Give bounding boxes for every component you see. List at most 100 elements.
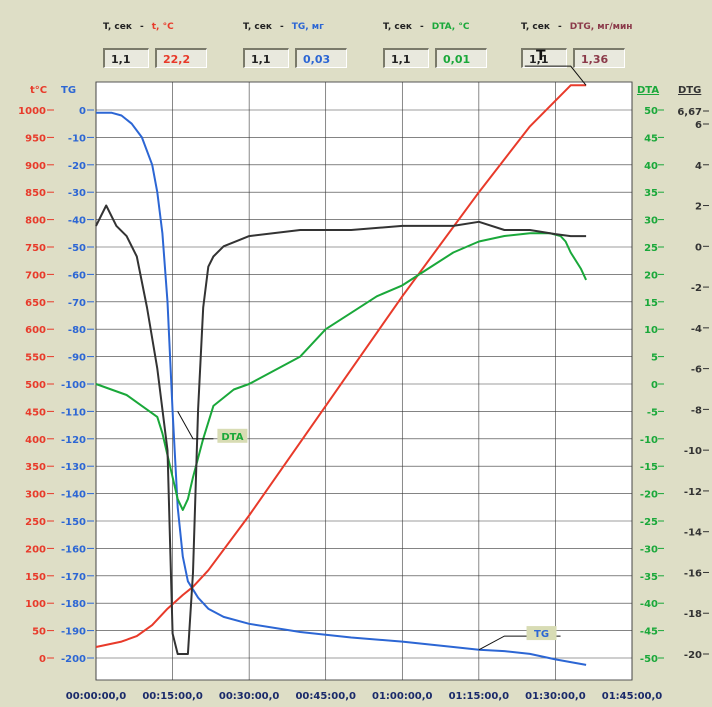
temp-tick-label: 800 [25, 216, 46, 227]
tg-tick-label: 0 [79, 106, 86, 117]
annotations: T DTA TG [177, 48, 587, 651]
temp-tick-label: 700 [25, 270, 46, 281]
plot-area [95, 81, 633, 681]
x-tick-label: 00:15:00,0 [142, 691, 203, 702]
separator: - [279, 22, 284, 32]
temp-tick-label: 900 [25, 161, 46, 172]
dtg-tick-label: -2 [691, 283, 702, 294]
time-value-box: 1,1 [383, 48, 429, 68]
dta-tick-label: -35 [640, 572, 658, 583]
temp-tick-label: 950 [25, 133, 46, 144]
time-value-box: 1,1 [103, 48, 149, 68]
dta-tick-label: -45 [640, 627, 658, 638]
temp-tick-label: 1000 [18, 106, 46, 117]
dta-tick-label: -40 [640, 599, 658, 610]
separator: - [139, 22, 144, 32]
tg-tick-label: -90 [68, 353, 86, 364]
annotation-tag-bg [217, 428, 248, 443]
dtg-tick-label: -16 [684, 568, 702, 579]
annotation-tag-bg [526, 626, 557, 641]
readout-title: T, сек - t, °C [103, 22, 174, 32]
tg-tick-label: -140 [61, 490, 86, 501]
temp-tick-label: 750 [25, 243, 46, 254]
x-tick-label: 00:00:00,0 [66, 691, 127, 702]
temp-tick-label: 100 [25, 599, 46, 610]
readout-title: T, сек - TG, мг [243, 22, 324, 32]
tg-axis-label: TG [61, 85, 76, 96]
dtg-tick-label: 4 [695, 161, 702, 172]
temp-tick-label: 50 [32, 627, 46, 638]
dta-tick-label: 40 [644, 161, 658, 172]
quantity-value-box: 0,01 [435, 48, 487, 68]
quantity-label: DTG, мг/мин [569, 22, 633, 32]
time-label: T, сек [521, 22, 550, 32]
dtg-tick-label: 2 [695, 202, 702, 213]
annotation-label-dta: DTA [221, 432, 243, 443]
dta-tick-label: -15 [640, 462, 658, 473]
temp-tick-label: 400 [25, 435, 46, 446]
dtg-tick-label: -12 [684, 487, 702, 498]
temp-tick-label: 0 [39, 654, 46, 665]
temp-tick-label: 600 [25, 325, 46, 336]
tg-tick-label: -120 [61, 435, 86, 446]
dta-tick-label: 0 [651, 380, 658, 391]
dta-tick-label: 35 [644, 188, 658, 199]
dta-tick-label: 30 [644, 216, 658, 227]
dtg-tick-label: 6,67 [677, 107, 702, 118]
quantity-label: t, °C [151, 22, 174, 32]
temp-tick-label: 200 [25, 544, 46, 555]
annotation-leader [177, 411, 214, 440]
quantity-value-box: 22,2 [155, 48, 207, 68]
tg-tick-label: -100 [61, 380, 86, 391]
separator: - [557, 22, 562, 32]
temp-tick-label: 300 [25, 490, 46, 501]
annotation-label-t: T [536, 48, 546, 64]
dtg-tick-label: -18 [684, 609, 702, 620]
tg-tick-label: -60 [68, 270, 86, 281]
quantity-label: DTA, °C [431, 22, 470, 32]
dtg-tick-label: -10 [684, 446, 702, 457]
x-tick-label: 00:45:00,0 [295, 691, 356, 702]
dtg-tick-label: -20 [684, 650, 702, 661]
temp-tick-label: 650 [25, 298, 46, 309]
time-value-box: 1,1 [243, 48, 289, 68]
quantity-value-box: 0,03 [295, 48, 347, 68]
tg-tick-label: -70 [68, 298, 86, 309]
dtg-tick-label: 6 [695, 120, 702, 131]
dta-tick-label: 45 [644, 133, 658, 144]
quantity-value-box: 1,36 [573, 48, 625, 68]
grid [95, 82, 633, 680]
tg-tick-label: -160 [61, 544, 86, 555]
tg-tick-label: -50 [68, 243, 86, 254]
series-t-line [95, 84, 587, 648]
right-axes: DTA DTG50454035302520151050-5-10-15-20-25… [637, 85, 709, 665]
x-tick-label: 00:30:00,0 [219, 691, 280, 702]
dtg-tick-label: -6 [691, 365, 702, 376]
x-tick-label: 01:00:00,0 [372, 691, 433, 702]
time-label: T, сек [243, 22, 272, 32]
time-label: T, сек [383, 22, 412, 32]
tg-tick-label: -110 [61, 407, 86, 418]
dta-tick-label: -5 [647, 407, 658, 418]
tg-tick-label: -20 [68, 161, 86, 172]
annotation-label-tg: TG [534, 629, 549, 640]
dta-tick-label: 10 [644, 325, 658, 336]
tg-tick-label: -80 [68, 325, 86, 336]
temp-tick-label: 150 [25, 572, 46, 583]
tg-tick-label: -200 [61, 654, 86, 665]
readout-title: T, сек - DTA, °C [383, 22, 469, 32]
tg-tick-label: -10 [68, 133, 86, 144]
series-dtg-line [95, 204, 587, 655]
dtg-tick-label: -4 [691, 324, 702, 335]
x-tick-label: 01:15:00,0 [449, 691, 510, 702]
tg-tick-label: -190 [61, 627, 86, 638]
tg-tick-label: -130 [61, 462, 86, 473]
quantity-label: TG, мг [291, 22, 324, 32]
dtg-tick-label: 0 [695, 242, 702, 253]
dta-axis-label: DTA [637, 85, 659, 96]
series-tg-line [96, 111, 587, 666]
series-layer [95, 84, 588, 666]
dta-tick-label: -10 [640, 435, 658, 446]
dta-tick-label: -25 [640, 517, 658, 528]
